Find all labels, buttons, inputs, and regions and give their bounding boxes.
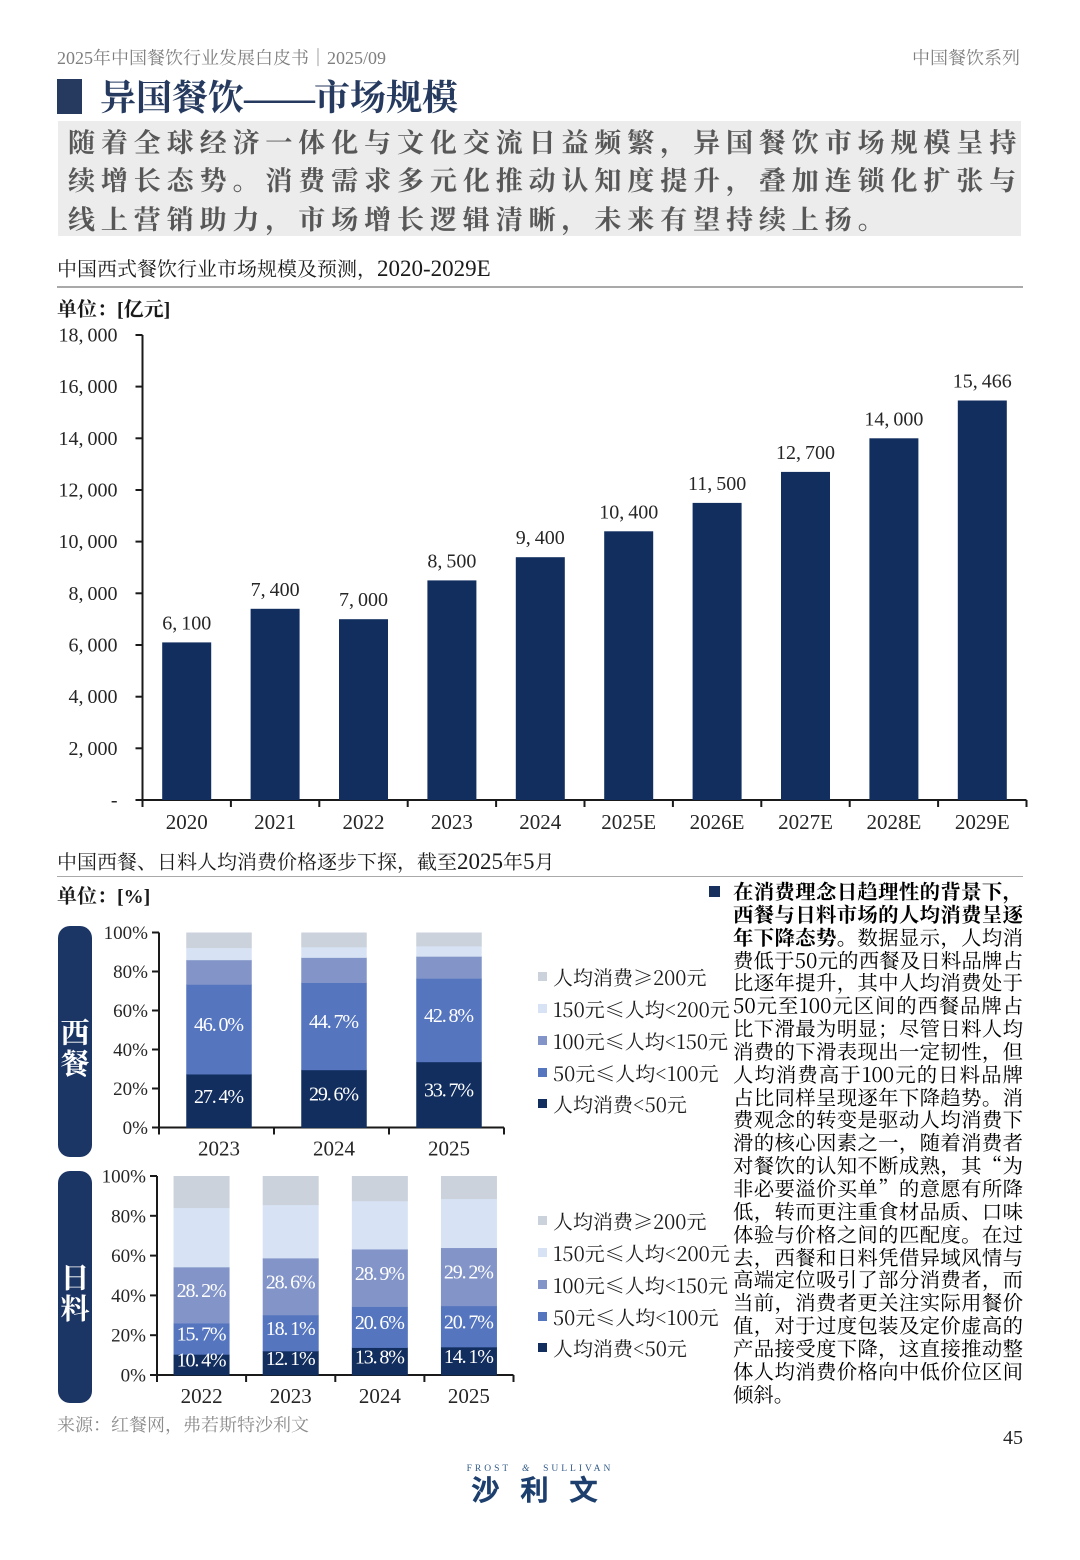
svg-text:8, 500: 8, 500: [427, 550, 476, 572]
svg-text:20. 7%: 20. 7%: [444, 1311, 494, 1333]
svg-text:80%: 80%: [113, 962, 148, 983]
svg-text:100%: 100%: [104, 923, 149, 944]
svg-text:6, 000: 6, 000: [68, 635, 117, 657]
svg-text:6, 100: 6, 100: [162, 612, 211, 634]
svg-text:2025E: 2025E: [601, 810, 656, 834]
svg-text:2025: 2025: [448, 1384, 490, 1408]
svg-text:10. 4%: 10. 4%: [177, 1350, 227, 1372]
svg-text:8, 000: 8, 000: [68, 583, 117, 605]
svg-text:2024: 2024: [519, 810, 562, 834]
svg-text:2027E: 2027E: [778, 810, 833, 834]
svg-text:2023: 2023: [270, 1384, 312, 1408]
svg-text:0%: 0%: [123, 1118, 149, 1139]
svg-text:0%: 0%: [121, 1366, 147, 1387]
svg-text:29. 2%: 29. 2%: [444, 1262, 494, 1284]
svg-text:20%: 20%: [111, 1326, 146, 1347]
svg-text:40%: 40%: [113, 1040, 148, 1061]
svg-text:42. 8%: 42. 8%: [424, 1005, 474, 1027]
svg-text:2028E: 2028E: [866, 810, 921, 834]
svg-text:28. 9%: 28. 9%: [355, 1263, 405, 1285]
svg-text:28. 6%: 28. 6%: [266, 1271, 316, 1293]
svg-text:13. 8%: 13. 8%: [355, 1346, 405, 1368]
svg-text:10, 400: 10, 400: [599, 501, 658, 523]
svg-text:2021: 2021: [254, 810, 296, 834]
svg-text:14, 000: 14, 000: [864, 408, 923, 430]
svg-text:2024: 2024: [359, 1384, 402, 1408]
svg-text:33. 7%: 33. 7%: [424, 1080, 474, 1102]
svg-text:29. 6%: 29. 6%: [309, 1084, 359, 1106]
svg-text:60%: 60%: [111, 1246, 146, 1267]
svg-text:60%: 60%: [113, 1001, 148, 1022]
svg-text:4, 000: 4, 000: [68, 686, 117, 708]
svg-text:14, 000: 14, 000: [58, 428, 117, 450]
svg-text:40%: 40%: [111, 1286, 146, 1307]
svg-text:2, 000: 2, 000: [68, 738, 117, 760]
svg-text:7, 400: 7, 400: [251, 579, 300, 601]
svg-text:80%: 80%: [111, 1206, 146, 1227]
svg-text:2022: 2022: [343, 810, 385, 834]
svg-text:44. 7%: 44. 7%: [309, 1011, 359, 1033]
svg-text:2020: 2020: [166, 810, 208, 834]
svg-text:2024: 2024: [313, 1137, 356, 1161]
svg-text:10, 000: 10, 000: [58, 531, 117, 553]
svg-text:16, 000: 16, 000: [58, 376, 117, 398]
svg-text:7, 000: 7, 000: [339, 589, 388, 611]
svg-text:20. 6%: 20. 6%: [355, 1312, 405, 1334]
svg-text:20%: 20%: [113, 1079, 148, 1100]
svg-text:14. 1%: 14. 1%: [444, 1346, 494, 1368]
svg-text:18. 1%: 18. 1%: [266, 1318, 316, 1340]
svg-text:2029E: 2029E: [955, 810, 1010, 834]
svg-text:-: -: [111, 790, 118, 812]
svg-text:2023: 2023: [198, 1137, 240, 1161]
svg-text:2022: 2022: [181, 1384, 223, 1408]
svg-text:46. 0%: 46. 0%: [194, 1014, 244, 1036]
svg-text:100%: 100%: [102, 1167, 147, 1188]
svg-text:2023: 2023: [431, 810, 473, 834]
svg-text:18, 000: 18, 000: [58, 325, 117, 347]
svg-text:11, 500: 11, 500: [688, 473, 746, 495]
svg-text:12, 000: 12, 000: [58, 480, 117, 502]
svg-text:2026E: 2026E: [690, 810, 745, 834]
svg-text:9, 400: 9, 400: [516, 527, 565, 549]
svg-text:27. 4%: 27. 4%: [194, 1086, 244, 1108]
svg-text:12. 1%: 12. 1%: [266, 1348, 316, 1370]
svg-text:12, 700: 12, 700: [776, 442, 835, 464]
svg-text:2025: 2025: [428, 1137, 470, 1161]
svg-text:28. 2%: 28. 2%: [177, 1280, 227, 1302]
svg-text:15. 7%: 15. 7%: [177, 1324, 227, 1346]
svg-text:15, 466: 15, 466: [953, 371, 1012, 393]
